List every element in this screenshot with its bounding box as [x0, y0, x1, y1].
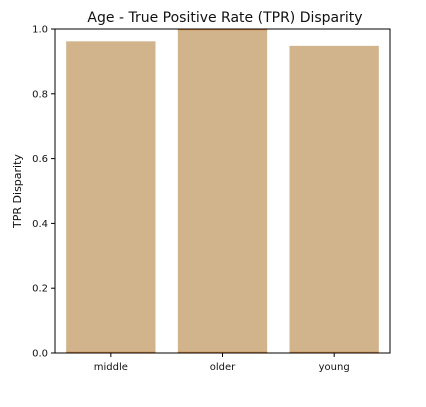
bar-young — [289, 45, 379, 354]
x-tick-label-young: young — [319, 362, 350, 373]
plot-frame — [54, 28, 391, 354]
y-tick-label: 0.8 — [32, 89, 48, 100]
bars-group — [66, 28, 379, 354]
x-tick-label-older: older — [210, 362, 236, 373]
y-tick-label: 1.0 — [32, 25, 48, 36]
y-tick-label: 0.6 — [32, 154, 48, 165]
y-tick-label: 0.4 — [32, 219, 48, 230]
chart-title: Age - True Positive Rate (TPR) Disparity — [87, 10, 362, 26]
bar-older — [177, 29, 268, 353]
y-axis-label: TPR Disparity — [11, 154, 24, 229]
bar-middle — [66, 41, 156, 353]
y-ticks-group: 0.0 0.2 0.4 0.6 0.8 1.0 — [32, 25, 55, 360]
y-tick-label: 0.0 — [32, 349, 48, 360]
x-tick-label-middle: middle — [94, 362, 128, 373]
y-tick-label: 0.2 — [32, 284, 48, 295]
x-ticks-group: middle older young — [94, 353, 350, 373]
